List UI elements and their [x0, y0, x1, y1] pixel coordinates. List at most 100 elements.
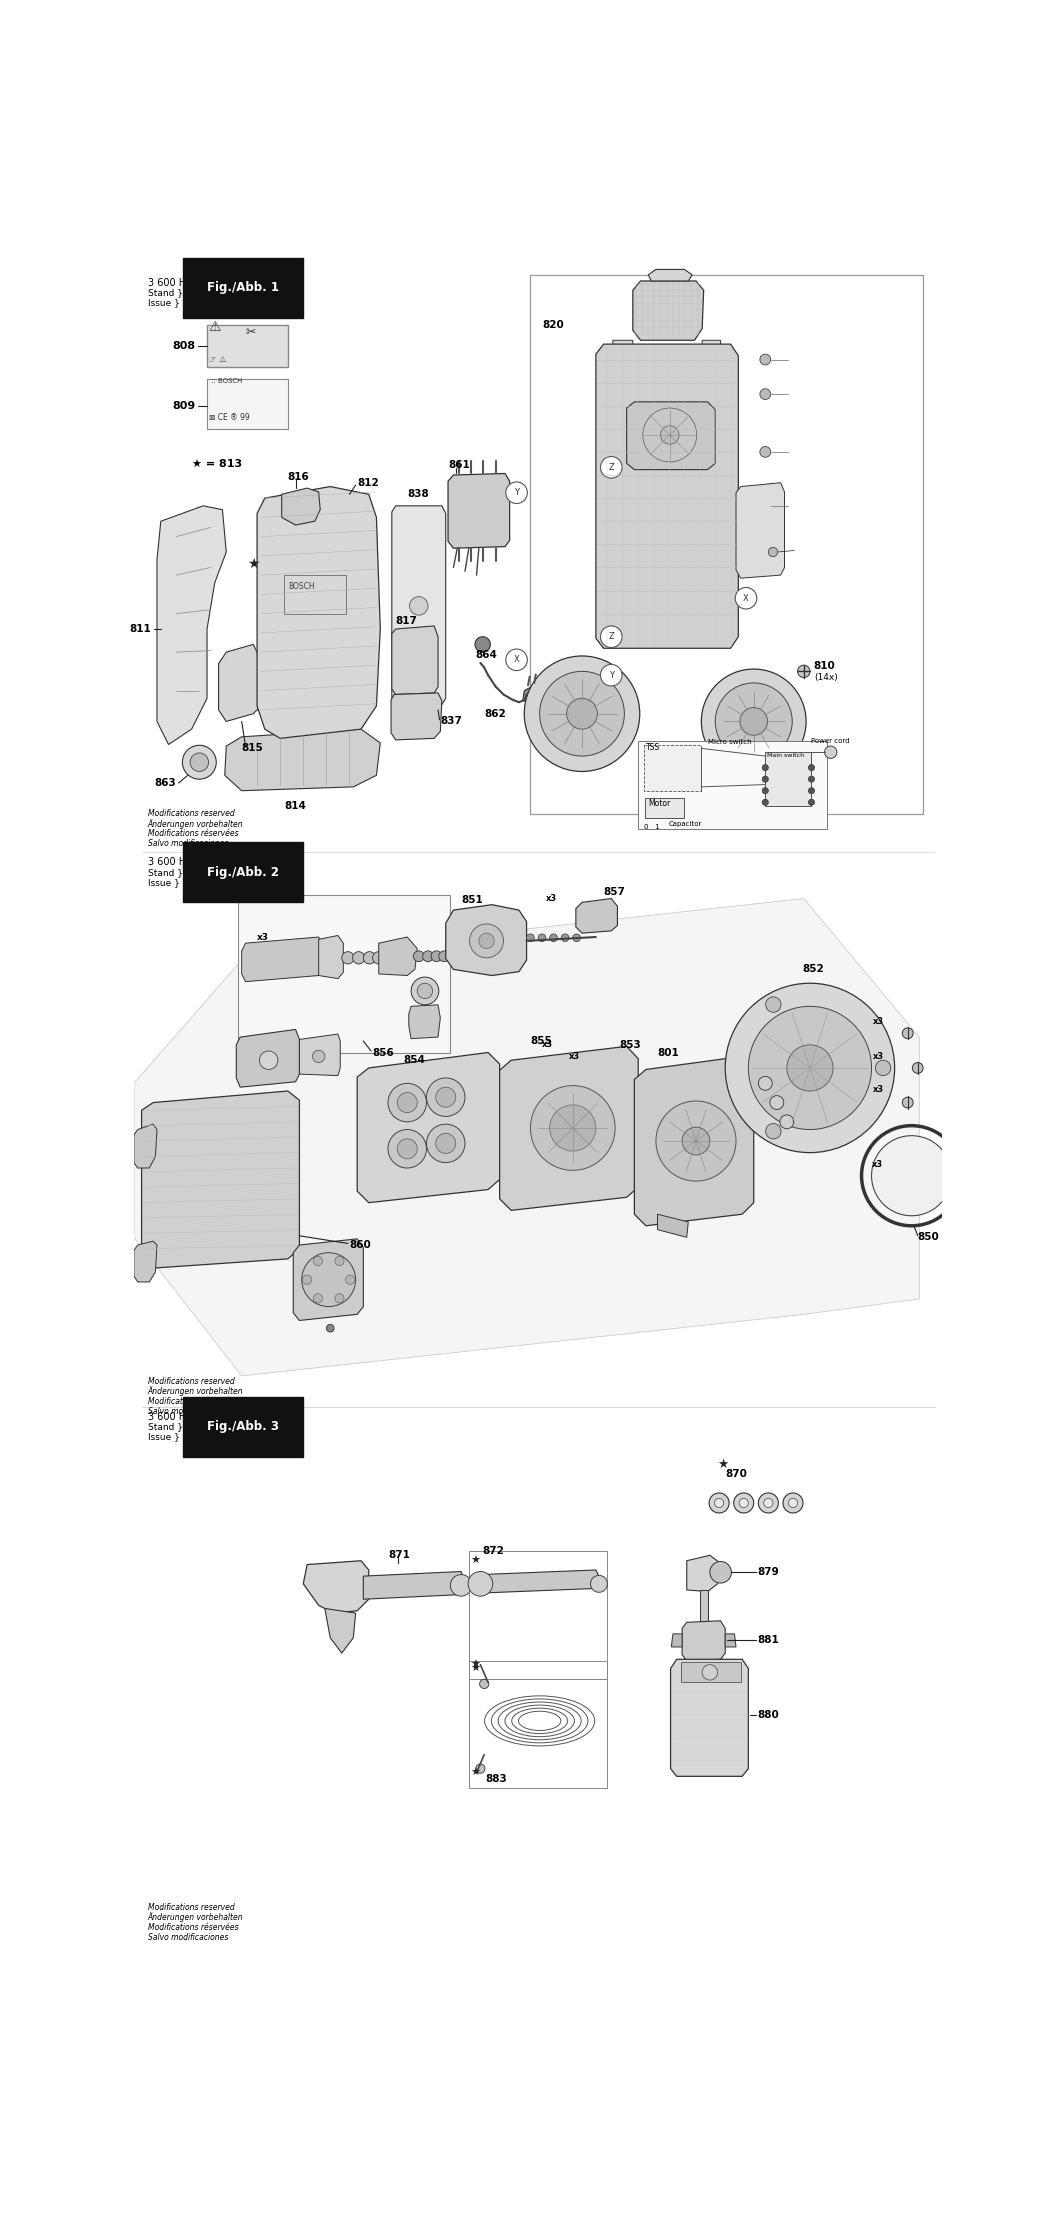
- Circle shape: [798, 666, 810, 677]
- Text: x3: x3: [874, 1053, 884, 1062]
- Text: 810: 810: [814, 661, 836, 670]
- Circle shape: [660, 425, 679, 445]
- Circle shape: [762, 777, 769, 781]
- Text: 881: 881: [758, 1636, 779, 1645]
- Polygon shape: [363, 1572, 463, 1598]
- Circle shape: [876, 1060, 890, 1075]
- Polygon shape: [481, 1569, 598, 1594]
- Text: ★: ★: [470, 1663, 480, 1674]
- Circle shape: [902, 1097, 913, 1109]
- Circle shape: [824, 746, 837, 759]
- Circle shape: [313, 1293, 322, 1302]
- Text: 864: 864: [476, 650, 498, 661]
- Text: ✂: ✂: [246, 325, 256, 338]
- Circle shape: [414, 951, 424, 962]
- Bar: [638, 741, 827, 830]
- Text: Y: Y: [514, 487, 519, 496]
- Text: 855: 855: [530, 1035, 552, 1046]
- Polygon shape: [736, 483, 784, 579]
- Text: Main switch: Main switch: [766, 752, 804, 757]
- Text: ★: ★: [247, 556, 259, 570]
- Text: 801: 801: [657, 1048, 679, 1057]
- Text: Salvo modificaciones: Salvo modificaciones: [148, 839, 228, 848]
- Circle shape: [426, 1077, 465, 1117]
- Circle shape: [701, 670, 806, 775]
- Polygon shape: [596, 345, 738, 648]
- Circle shape: [417, 984, 433, 999]
- Polygon shape: [648, 269, 692, 280]
- Circle shape: [524, 657, 639, 772]
- Circle shape: [412, 977, 439, 1004]
- Polygon shape: [218, 643, 260, 721]
- Circle shape: [506, 483, 527, 503]
- Text: 837: 837: [440, 717, 462, 726]
- Bar: [530, 274, 923, 815]
- Circle shape: [439, 951, 449, 962]
- Text: 815: 815: [242, 743, 264, 752]
- Polygon shape: [448, 474, 509, 548]
- Polygon shape: [142, 1091, 299, 1269]
- Bar: [765, 752, 812, 806]
- Polygon shape: [633, 280, 704, 341]
- Polygon shape: [293, 1240, 363, 1320]
- Bar: [284, 574, 345, 614]
- Text: 861: 861: [448, 461, 469, 470]
- Polygon shape: [281, 487, 320, 525]
- Bar: [237, 895, 449, 1053]
- Text: Modifications reserved: Modifications reserved: [148, 1903, 234, 1912]
- Text: Issue } 17-08-25: Issue } 17-08-25: [148, 298, 224, 307]
- Text: ⊠ CE ® 99: ⊠ CE ® 99: [209, 412, 250, 421]
- Text: 879: 879: [758, 1567, 779, 1578]
- Text: 863: 863: [154, 779, 176, 788]
- Circle shape: [327, 1324, 334, 1331]
- Circle shape: [538, 935, 546, 942]
- Circle shape: [259, 1051, 278, 1068]
- Circle shape: [760, 501, 771, 512]
- Text: Änderungen vorbehalten: Änderungen vorbehalten: [148, 1912, 244, 1923]
- Text: Fig./Abb. 1: Fig./Abb. 1: [207, 280, 279, 294]
- Text: ⚠: ⚠: [209, 321, 222, 334]
- Text: x3: x3: [546, 895, 556, 904]
- Text: Modifications reserved: Modifications reserved: [148, 1378, 234, 1387]
- Text: 850: 850: [918, 1233, 940, 1242]
- Circle shape: [758, 1494, 778, 1514]
- Circle shape: [762, 764, 769, 770]
- Text: BOSCH: BOSCH: [288, 583, 315, 592]
- Text: Power cord: Power cord: [812, 737, 850, 743]
- Text: Z: Z: [608, 632, 614, 641]
- Circle shape: [335, 1293, 344, 1302]
- Polygon shape: [225, 730, 380, 790]
- Bar: [207, 378, 288, 430]
- Circle shape: [550, 935, 558, 942]
- Polygon shape: [671, 1634, 682, 1647]
- Circle shape: [765, 997, 781, 1013]
- Circle shape: [762, 799, 769, 806]
- Bar: [468, 1661, 607, 1787]
- Polygon shape: [391, 692, 442, 739]
- Circle shape: [760, 354, 771, 365]
- Text: 871: 871: [388, 1549, 410, 1560]
- Text: X: X: [513, 654, 520, 663]
- Text: ★: ★: [717, 1458, 729, 1471]
- Circle shape: [530, 1086, 615, 1171]
- Circle shape: [540, 672, 625, 757]
- Text: x3: x3: [257, 933, 269, 942]
- Circle shape: [313, 1255, 322, 1267]
- Text: 854: 854: [403, 1055, 425, 1066]
- Circle shape: [786, 1044, 833, 1091]
- Circle shape: [872, 1135, 951, 1215]
- Circle shape: [714, 1498, 723, 1507]
- Text: ★: ★: [470, 1661, 480, 1670]
- Polygon shape: [408, 1004, 440, 1040]
- Circle shape: [601, 456, 622, 479]
- Polygon shape: [158, 505, 227, 743]
- Polygon shape: [319, 935, 343, 979]
- Text: Modifications réservées: Modifications réservées: [148, 1923, 238, 1932]
- Circle shape: [789, 1498, 798, 1507]
- Polygon shape: [242, 937, 322, 982]
- Circle shape: [363, 953, 376, 964]
- Polygon shape: [134, 1124, 158, 1169]
- Circle shape: [567, 699, 597, 730]
- Circle shape: [397, 1140, 417, 1160]
- Circle shape: [373, 953, 385, 964]
